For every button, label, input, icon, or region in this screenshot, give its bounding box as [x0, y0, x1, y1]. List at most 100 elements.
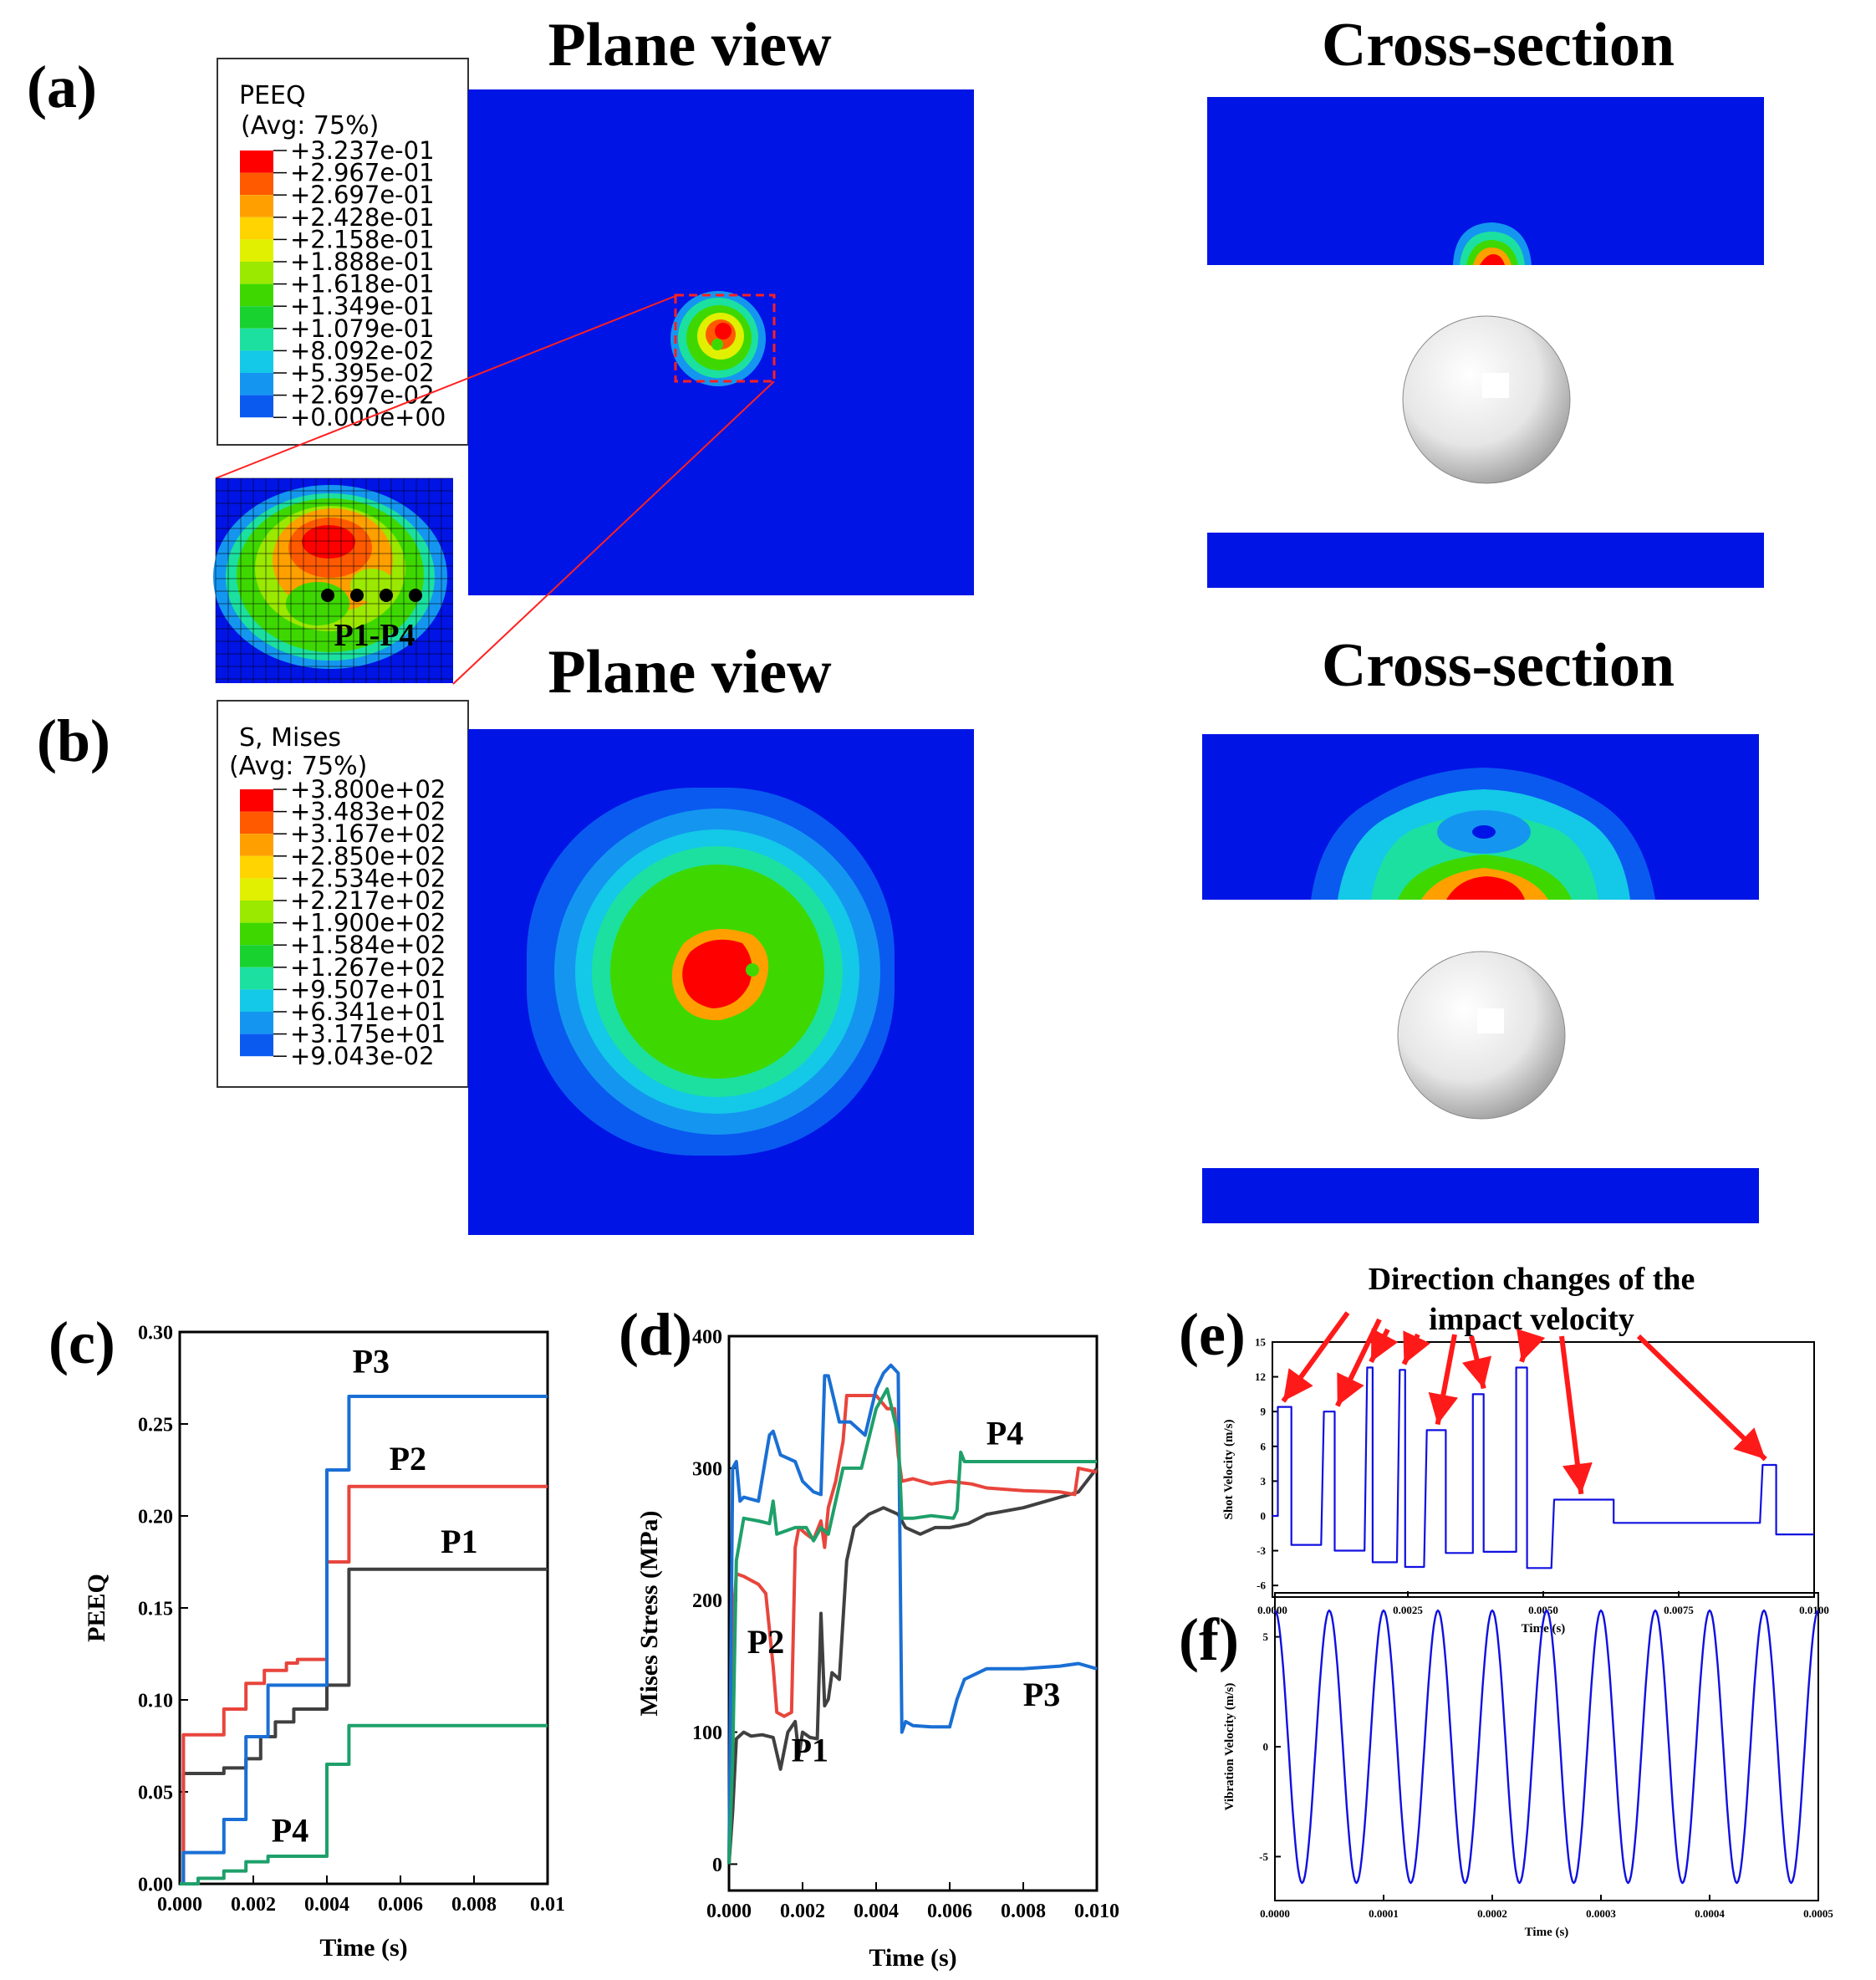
annotation-line2: impact velocity [1429, 1302, 1634, 1337]
series-P2 [180, 1484, 548, 1886]
shot-sphere-a [1402, 315, 1571, 484]
series-label-P2: P2 [390, 1440, 426, 1477]
chart-peeq: 0.000 0.002 0.004 0.006 0.008 0.01 0.00 0.05 0.1… [83, 1322, 565, 1962]
series-label-P1: P1 [792, 1731, 828, 1768]
series-label-P4: P4 [272, 1811, 308, 1849]
legend-peeq-swatch [240, 217, 273, 240]
legend-peeq-value: +2.697e-01 [290, 181, 435, 209]
x-tick-label: 0.008 [1001, 1901, 1046, 1922]
x-tick-label: 0.0100 [1799, 1604, 1829, 1616]
x-tick-label: 0.002 [780, 1901, 825, 1922]
x-tick-label: 0.0003 [1586, 1907, 1616, 1920]
x-axis-label: Time (s) [1522, 1622, 1566, 1636]
legend-peeq-swatch [240, 395, 273, 418]
annotation-arrow [1517, 1328, 1546, 1363]
y-tick-label: 0.10 [138, 1690, 173, 1712]
chart-shot-velocity: 0.0000 0.0025 0.0050 0.0075 0.0100 -6 -3 0 3 6 9 12… [1222, 1336, 1829, 1636]
legend-peeq-swatch [240, 262, 273, 284]
y-tick-label: 0 [712, 1855, 722, 1876]
legend-mises-swatch [240, 967, 273, 990]
legend-mises-value: +1.900e+02 [290, 909, 446, 937]
legend-mises-value: +3.483e+02 [290, 798, 446, 826]
legend-mises-avg: (Avg: 75%) [229, 752, 367, 781]
legend-mises: S, Mises (Avg: 75%) +3.800e+02+3.483e+02… [217, 700, 469, 1088]
legend-peeq-value: +2.967e-01 [290, 159, 435, 187]
x-tick-label: 0.01 [530, 1894, 565, 1916]
legend-peeq-swatch [240, 283, 273, 307]
legend-peeq-value: +5.395e-02 [290, 359, 435, 387]
legend-mises-swatch [240, 811, 273, 834]
x-tick-label: 0.0000 [1260, 1907, 1290, 1920]
y-tick-label: 300 [692, 1458, 722, 1480]
x-tick-label: 0.0004 [1695, 1907, 1725, 1920]
panel-b-label: (b) [37, 707, 110, 774]
series-P4 [727, 1387, 1097, 1865]
x-tick-label: 0.0075 [1664, 1604, 1694, 1616]
legend-peeq-value: +1.888e-01 [290, 248, 435, 276]
x-tick-label: 0.0050 [1528, 1604, 1558, 1616]
legend-mises-value: +6.341e+01 [290, 998, 446, 1026]
y-tick-label: -5 [1259, 1850, 1268, 1863]
x-tick-label: 0.0001 [1369, 1907, 1399, 1920]
x-tick-label: 0.0025 [1393, 1604, 1423, 1616]
legend-mises-title: S, Mises [239, 723, 341, 753]
panel-a-section-title: Cross-section [1322, 11, 1675, 79]
y-tick-label: 15 [1255, 1336, 1267, 1349]
legend-peeq-swatch [240, 306, 273, 329]
legend-mises-swatch [240, 945, 273, 967]
y-tick-label: 0.25 [138, 1414, 173, 1436]
plane-view-mises [468, 729, 974, 1235]
series-P4 [180, 1723, 548, 1886]
series-label-P1: P1 [441, 1523, 477, 1560]
series-P3 [180, 1395, 548, 1886]
legend-peeq-value: +2.697e-02 [290, 381, 435, 410]
annotation-arrow [1369, 1328, 1399, 1364]
y-tick-label: 9 [1261, 1406, 1267, 1418]
legend-peeq-swatch [240, 151, 273, 173]
series-vibration [1274, 1609, 1819, 1885]
panel-d-label: (d) [619, 1301, 692, 1368]
y-tick-label: -6 [1257, 1579, 1266, 1592]
x-tick-label: 0.0000 [1257, 1604, 1287, 1616]
annotation-arrow [1559, 1335, 1593, 1495]
x-tick-label: 0.010 [1074, 1901, 1119, 1922]
point-p3 [380, 589, 393, 602]
cross-section-mises [1202, 734, 1759, 1223]
zoom-points-label: P1-P4 [334, 618, 415, 653]
legend-peeq-title: PEEQ [239, 81, 306, 110]
plot-frame [1272, 1341, 1815, 1598]
legend-peeq-swatch [240, 239, 273, 262]
y-axis-label: Vibration Velocity (m/s) [1223, 1683, 1236, 1811]
x-tick-label: 0.0005 [1803, 1907, 1833, 1920]
legend-mises-value: +1.267e+02 [290, 953, 446, 982]
annotation-arrow [1428, 1334, 1459, 1426]
x-tick-label: 0.006 [378, 1894, 423, 1916]
panel-b-plane-title: Plane view [548, 638, 832, 707]
y-tick-label: 0.00 [138, 1874, 173, 1896]
y-tick-label: 5 [1263, 1630, 1269, 1643]
plot-frame [727, 1334, 1099, 1892]
y-tick-label: 0.15 [138, 1598, 173, 1620]
series-label-P3: P3 [1023, 1676, 1060, 1713]
y-tick-label: 200 [692, 1590, 722, 1612]
annotation-arrows [1281, 1311, 1767, 1495]
legend-peeq-value: +8.092e-02 [290, 336, 435, 365]
y-tick-label: 3 [1261, 1475, 1267, 1488]
legend-mises-swatch [240, 1012, 273, 1034]
legend-peeq-swatch [240, 195, 273, 217]
x-axis-label: Time (s) [869, 1944, 956, 1972]
x-tick-label: 0.008 [451, 1894, 497, 1916]
x-tick-label: 0.000 [706, 1901, 752, 1922]
plot-frame [178, 1330, 549, 1886]
legend-peeq-value: +1.349e-01 [290, 292, 435, 320]
panel-c-label: (c) [48, 1309, 115, 1376]
legend-peeq-value: +1.618e-01 [290, 270, 435, 299]
series-label-P2: P2 [747, 1623, 784, 1661]
y-tick-label: 0.05 [138, 1782, 173, 1804]
annotation-arrow [1461, 1335, 1492, 1390]
y-tick-label: 12 [1255, 1370, 1266, 1383]
cross-section-peeq [1207, 97, 1764, 588]
y-tick-label: 0.20 [138, 1506, 173, 1528]
legend-mises-swatch [240, 789, 273, 812]
